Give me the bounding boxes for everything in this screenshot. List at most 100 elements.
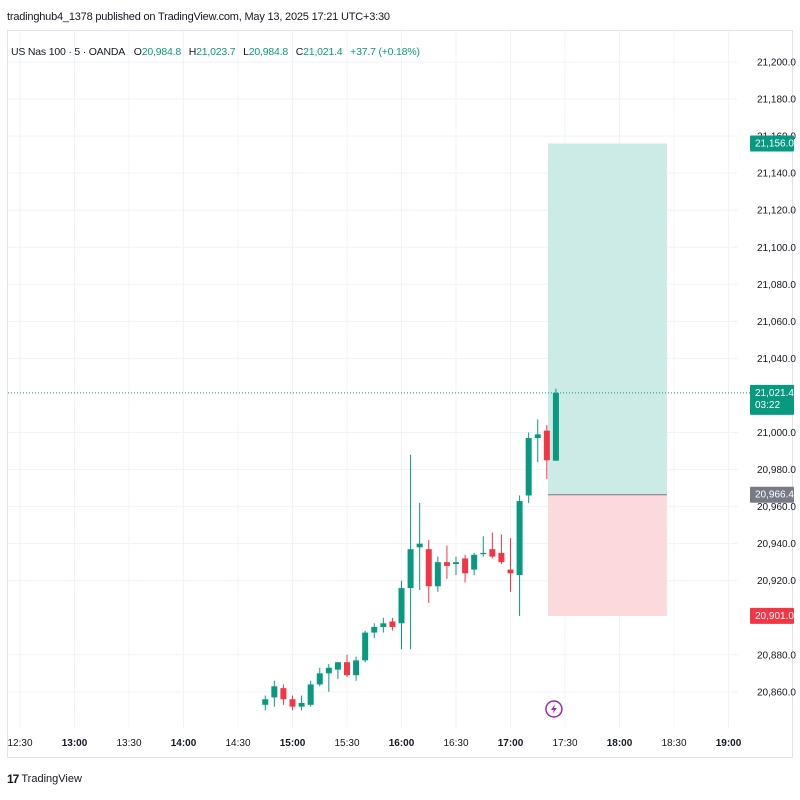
candle <box>498 534 505 565</box>
candle <box>271 680 278 707</box>
candle <box>380 617 387 633</box>
candle <box>525 432 532 503</box>
x-tick-label: 19:00 <box>716 738 742 749</box>
candle <box>443 545 450 579</box>
close-value: 21,021.4 <box>303 46 343 58</box>
entry-price-badge-text: 20,966.4 <box>755 490 794 501</box>
candle <box>407 454 414 650</box>
candle <box>353 656 360 681</box>
candle-body <box>271 686 278 698</box>
candle-body <box>362 632 369 661</box>
candle-body <box>307 684 314 705</box>
candle-body <box>380 623 387 628</box>
target-price-badge-bg <box>750 135 794 152</box>
close-key: C <box>295 46 304 58</box>
ohlc-legend: US Nas 100 · 5 · OANDA O20,984.8 H21,023… <box>11 46 425 58</box>
candle <box>298 695 305 711</box>
candle-body <box>543 430 550 461</box>
candle <box>371 623 378 639</box>
x-tick-label: 17:00 <box>498 738 524 749</box>
candle-body <box>443 562 450 566</box>
x-tick-label: 14:00 <box>171 738 197 749</box>
candle <box>453 556 459 576</box>
candle-body <box>425 549 432 587</box>
candle <box>534 419 541 463</box>
target-price-badge: 21,156.0 <box>750 135 794 152</box>
candle <box>325 664 332 692</box>
candle <box>416 502 423 590</box>
low-key: L <box>243 46 249 58</box>
candle-body <box>480 552 487 555</box>
y-tick-label: 21,180.0 <box>757 95 796 106</box>
candle-body <box>434 562 441 587</box>
candle <box>398 580 405 650</box>
y-tick-label: 21,060.0 <box>757 317 796 328</box>
y-tick-label: 21,000.0 <box>757 428 796 439</box>
y-tick-label: 20,960.0 <box>757 502 796 513</box>
candle-body <box>507 569 514 574</box>
candle-body <box>471 554 478 570</box>
candle-body <box>389 621 396 628</box>
candle-body <box>552 392 559 461</box>
y-tick-label: 20,880.0 <box>757 650 796 661</box>
candle <box>316 667 323 687</box>
candle <box>425 539 432 603</box>
y-axis: 21,200.021,180.021,160.021,140.021,120.0… <box>757 58 796 699</box>
candle-body <box>344 662 350 676</box>
candle-body <box>398 588 405 624</box>
candle <box>362 630 369 663</box>
x-tick-label: 13:30 <box>116 738 141 749</box>
candle <box>507 538 514 592</box>
y-tick-label: 21,120.0 <box>757 206 796 217</box>
target-price-badge-text: 21,156.0 <box>755 139 794 150</box>
candle-body <box>298 702 305 707</box>
candle-body <box>289 699 296 707</box>
candle <box>552 388 559 461</box>
candle <box>462 554 469 583</box>
y-tick-label: 21,100.0 <box>757 243 796 254</box>
candle <box>344 654 350 678</box>
candle <box>262 695 269 711</box>
x-tick-label: 17:30 <box>552 738 577 749</box>
entry-price-badge-bg <box>750 486 794 503</box>
x-tick-label: 16:30 <box>443 738 468 749</box>
lightning-icon <box>545 700 563 718</box>
stop-price-badge-text: 20,901.0 <box>755 611 794 622</box>
candle-body <box>534 434 541 439</box>
target-zone <box>547 143 667 495</box>
footer: 17 TradingView <box>7 772 82 786</box>
candle-body <box>453 562 459 565</box>
candle <box>480 536 487 557</box>
x-tick-label: 12:30 <box>7 738 32 749</box>
last-price-badge-bg <box>750 384 794 415</box>
symbol-label[interactable]: US Nas 100 · 5 · OANDA <box>11 46 126 58</box>
candle <box>434 556 441 592</box>
candle <box>307 680 314 707</box>
x-tick-label: 15:30 <box>334 738 359 749</box>
candle <box>389 617 396 631</box>
candle-body <box>416 543 423 548</box>
candle-body <box>334 662 341 670</box>
candle <box>289 695 296 711</box>
candle-body <box>498 552 505 563</box>
high-value: 21,023.7 <box>196 46 236 58</box>
x-tick-label: 13:00 <box>62 738 88 749</box>
candle-body <box>516 501 523 576</box>
x-tick-label: 18:30 <box>661 738 686 749</box>
y-tick-label: 21,080.0 <box>757 280 796 291</box>
x-axis: 12:30 13:00 13:30 14:00 14:30 15:00 15:30 16:00… <box>7 738 741 749</box>
last-price-badge: 21,021.403:22 <box>750 384 794 415</box>
candle <box>516 495 523 616</box>
candle-body <box>489 549 496 557</box>
candle-body <box>280 688 287 700</box>
candle <box>543 425 550 479</box>
x-tick-label: 14:30 <box>225 738 250 749</box>
candle <box>471 552 478 576</box>
candle <box>280 684 287 705</box>
last-price-badge-text: 21,021.4 <box>755 388 794 399</box>
high-key: H <box>188 46 197 58</box>
candle-body <box>525 438 532 496</box>
y-tick-label: 20,980.0 <box>757 465 796 476</box>
stop-price-badge: 20,901.0 <box>750 607 794 624</box>
